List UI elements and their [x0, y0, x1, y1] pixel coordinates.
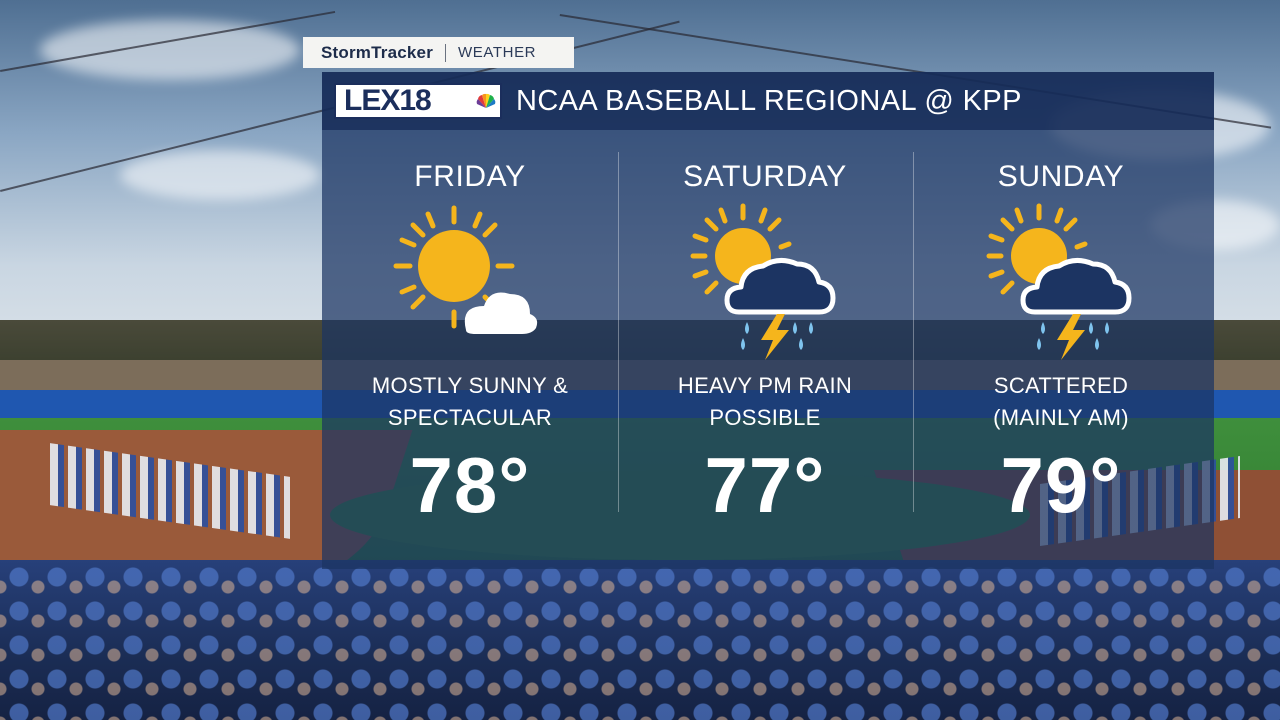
forecast-header: LEX18 NCAA BASEBALL REGIONAL @ KPP	[322, 72, 1214, 130]
sun-thunderstorm-icon	[986, 203, 1132, 360]
day-name: FRIDAY	[414, 160, 526, 193]
station-logo: LEX18	[334, 83, 502, 119]
condition-line: POSSIBLE	[709, 405, 821, 430]
condition-line: SPECTACULAR	[387, 405, 553, 430]
column-divider	[618, 152, 619, 512]
stormtracker-label: StormTracker	[321, 42, 434, 62]
condition-line: SCATTERED	[993, 373, 1129, 398]
temperature: 79°	[1000, 441, 1122, 529]
forecast-day-sunday: SUNDAY SCATTERED (MAINLY AM) 79°	[913, 130, 1209, 560]
condition-text: HEAVY PM RAIN POSSIBLE	[617, 370, 913, 434]
weather-label: Weather	[458, 44, 537, 61]
column-divider	[913, 152, 914, 512]
temperature: 77°	[704, 441, 826, 529]
condition-line: (MAINLY AM)	[993, 405, 1129, 430]
forecast-title: NCAA BASEBALL REGIONAL @ KPP	[516, 84, 1022, 117]
day-name: SUNDAY	[997, 160, 1125, 193]
forecast-day-friday: FRIDAY MOSTLY SUNNY & SPECTACULAR 78°	[322, 130, 618, 560]
sun-thunderstorm-icon	[690, 203, 836, 360]
temperature: 78°	[409, 441, 531, 529]
condition-line: MOSTLY SUNNY &	[371, 373, 569, 398]
day-name: SATURDAY	[683, 160, 847, 193]
brand-divider	[445, 43, 447, 62]
mostly-sunny-icon	[393, 205, 538, 334]
condition-line: HEAVY PM RAIN	[677, 373, 853, 398]
stormtracker-weather-tab: StormTracker Weather	[303, 37, 574, 68]
station-logo-text: LEX18	[344, 84, 432, 117]
condition-text: SCATTERED (MAINLY AM)	[913, 370, 1209, 434]
peacock-icon	[476, 93, 496, 108]
forecast-day-saturday: SATURDAY HEAVY PM RAIN POSSIBLE 77°	[617, 130, 913, 560]
condition-text: MOSTLY SUNNY & SPECTACULAR	[322, 370, 618, 434]
